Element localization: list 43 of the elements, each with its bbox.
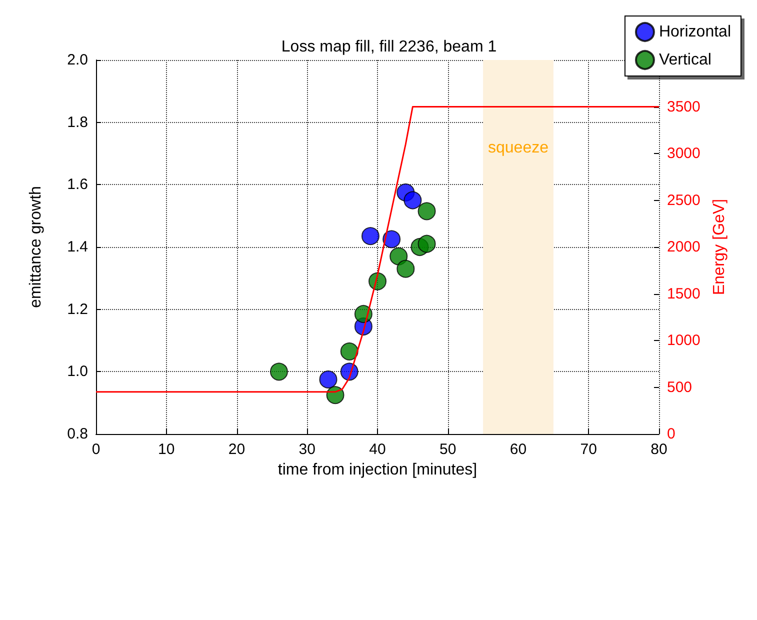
y2-axis-title: Energy [GeV] [710, 198, 728, 296]
y-tick-label: 1.0 [67, 363, 88, 380]
x-tick-label: 0 [92, 441, 100, 458]
band-label: squeeze [488, 140, 549, 156]
y-tick-label: 1.4 [67, 238, 88, 256]
x-tick-label: 30 [298, 441, 316, 458]
x-tick-label: 60 [510, 441, 527, 458]
chart-title: Loss map fill, fill 2236, beam 1 [281, 38, 497, 56]
y2-tick-label: 2500 [667, 192, 700, 209]
y-tick-label: 1.6 [67, 176, 88, 194]
y2-tick-label: 3000 [667, 145, 700, 162]
point [361, 227, 380, 246]
point [418, 202, 436, 220]
point [270, 362, 288, 381]
y-tick-label: 2.0 [67, 52, 88, 68]
x-tick-label: 80 [650, 441, 668, 458]
y2-tick-label: 1500 [667, 285, 700, 302]
point [390, 247, 408, 266]
point [396, 260, 415, 278]
y2-tick-label: 1000 [667, 332, 700, 349]
y-tick-label: 1.8 [67, 114, 88, 131]
x-tick-label: 20 [228, 441, 246, 458]
y2-tick-label: 0 [667, 426, 676, 442]
point [340, 342, 358, 360]
y2-tick-label: 500 [667, 378, 692, 396]
x-tick-label: 40 [369, 441, 386, 458]
y-tick-label: 0.8 [67, 426, 88, 442]
x-tick-label: 70 [580, 441, 597, 458]
y2-tick-label: 2000 [667, 238, 700, 256]
x-tick-label: 50 [440, 441, 456, 458]
point [418, 234, 436, 253]
point [319, 370, 338, 388]
y-tick-label: 1.2 [67, 300, 88, 318]
y-axis-title: emittance growth [28, 186, 44, 308]
legend-label: Vertical [658, 52, 712, 68]
x-axis-title: time from injection [minutes] [278, 462, 478, 478]
point [326, 386, 344, 404]
y2-tick-label: 3500 [667, 98, 700, 116]
point [404, 191, 422, 210]
x-tick-label: 10 [158, 441, 175, 458]
legend-label: Horizontal [658, 24, 731, 40]
point [382, 230, 401, 248]
point [354, 305, 372, 324]
